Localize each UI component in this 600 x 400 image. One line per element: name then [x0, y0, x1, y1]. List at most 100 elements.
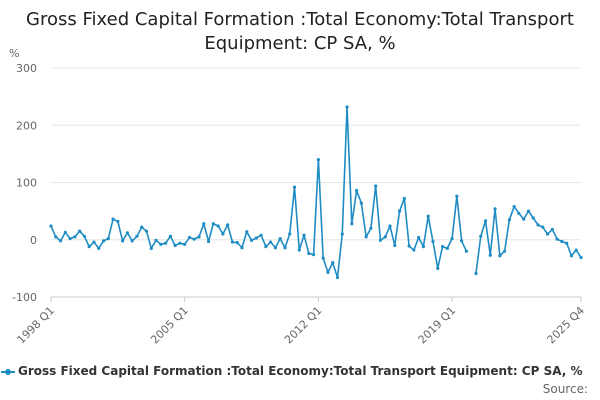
data-point: [417, 235, 421, 240]
data-point: [221, 232, 225, 236]
data-point: [307, 251, 311, 256]
data-point: [312, 253, 316, 257]
x-tick-label: 2025 Q4: [545, 304, 588, 347]
data-point: [397, 209, 402, 213]
data-point: [54, 235, 58, 239]
data-point: [402, 196, 406, 201]
data-point: [254, 236, 258, 240]
data-point: [49, 224, 53, 228]
data-point: [130, 239, 134, 243]
data-point: [63, 230, 67, 234]
data-point: [378, 238, 383, 242]
data-point: [369, 226, 373, 230]
data-point: [249, 238, 254, 242]
data-point: [460, 239, 464, 243]
data-point: [216, 224, 220, 228]
x-tick-label: 1998 Q1: [15, 304, 58, 347]
data-point: [450, 237, 454, 241]
data-point: [374, 184, 378, 188]
data-point: [269, 240, 273, 244]
data-point: [407, 244, 411, 248]
y-axis-unit-label: %: [9, 47, 19, 60]
data-point: [264, 245, 268, 249]
legend-item[interactable]: Gross Fixed Capital Formation :Total Eco…: [0, 364, 600, 380]
data-point: [345, 105, 349, 109]
data-point: [536, 223, 540, 227]
data-point: [116, 219, 120, 224]
data-point: [101, 239, 106, 243]
data-point: [135, 234, 139, 238]
data-point: [445, 246, 449, 250]
data-point: [531, 216, 535, 220]
y-tick-label: 300: [16, 62, 37, 75]
data-point: [226, 223, 230, 227]
data-point: [331, 261, 335, 265]
data-point: [326, 270, 330, 274]
data-point: [178, 241, 182, 245]
data-point: [302, 233, 306, 237]
x-tick-label: 2005 Q1: [148, 304, 191, 347]
data-point: [560, 239, 564, 244]
data-point: [297, 248, 301, 252]
data-point: [436, 266, 440, 270]
data-point: [206, 239, 211, 244]
data-point: [111, 217, 115, 221]
data-point: [259, 233, 263, 237]
data-point: [431, 239, 435, 244]
data-point: [464, 249, 469, 253]
data-point: [240, 246, 244, 250]
data-point: [154, 238, 158, 242]
data-point: [493, 207, 497, 211]
data-point: [388, 224, 392, 228]
data-point: [197, 235, 201, 239]
data-point: [340, 232, 344, 236]
data-point: [565, 241, 569, 245]
data-point: [144, 229, 149, 233]
data-point: [97, 246, 101, 250]
data-point: [68, 237, 72, 241]
data-point: [106, 237, 110, 241]
data-point: [474, 271, 478, 276]
data-point: [321, 256, 325, 260]
data-point: [383, 235, 387, 239]
x-tick-label: 2019 Q1: [416, 304, 459, 347]
data-point: [125, 231, 129, 235]
data-point: [140, 225, 144, 229]
data-point: [168, 234, 172, 238]
data-point: [230, 240, 235, 244]
data-point: [522, 217, 526, 221]
data-point: [58, 239, 63, 243]
data-point: [440, 245, 445, 249]
data-point: [82, 234, 87, 238]
data-point: [488, 253, 492, 257]
data-point: [245, 230, 249, 234]
data-point: [283, 246, 287, 250]
data-point: [517, 211, 521, 216]
data-point: [455, 194, 459, 198]
data-point: [350, 222, 354, 226]
data-point: [273, 246, 278, 250]
data-point: [121, 239, 125, 243]
data-point: [503, 249, 507, 253]
data-point: [393, 243, 397, 248]
chart-title: Gross Fixed Capital Formation :Total Eco…: [26, 9, 574, 54]
data-point: [479, 234, 483, 238]
data-point: [288, 232, 292, 236]
data-point: [187, 235, 192, 240]
data-point: [579, 255, 583, 260]
data-point: [278, 237, 282, 241]
data-point: [541, 225, 545, 229]
y-tick-label: 200: [16, 119, 37, 132]
source-label: Source:: [542, 382, 588, 396]
data-point: [574, 248, 578, 252]
data-point: [412, 248, 416, 252]
data-point: [512, 204, 516, 209]
data-point: [149, 246, 153, 250]
data-point: [364, 235, 368, 239]
data-point: [498, 254, 502, 258]
data-point: [173, 243, 177, 248]
data-point: [545, 232, 550, 236]
legend-label: Gross Fixed Capital Formation :Total Eco…: [18, 364, 583, 378]
data-point: [159, 242, 163, 246]
